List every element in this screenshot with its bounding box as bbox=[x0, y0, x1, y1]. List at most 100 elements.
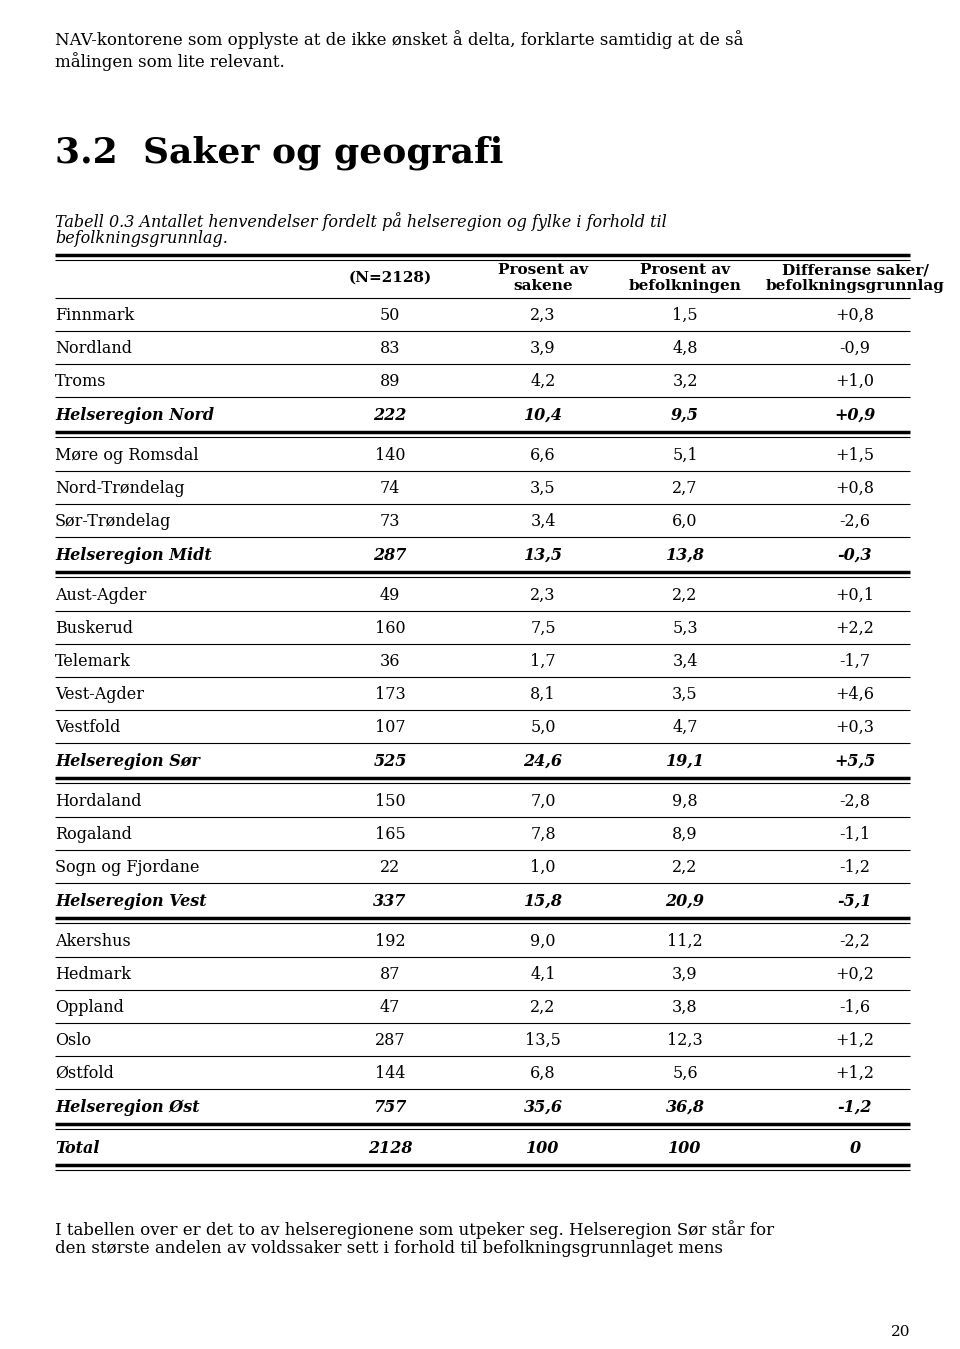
Text: 5,3: 5,3 bbox=[672, 621, 698, 637]
Text: Telemark: Telemark bbox=[55, 653, 131, 670]
Text: 20,9: 20,9 bbox=[665, 893, 705, 909]
Text: 11,2: 11,2 bbox=[667, 934, 703, 950]
Text: 15,8: 15,8 bbox=[523, 893, 563, 909]
Text: Finnmark: Finnmark bbox=[55, 308, 134, 324]
Text: 4,1: 4,1 bbox=[530, 966, 556, 983]
Text: sakene: sakene bbox=[514, 279, 573, 293]
Text: 2,2: 2,2 bbox=[672, 859, 698, 877]
Text: (N=2128): (N=2128) bbox=[348, 271, 432, 285]
Text: 3,2: 3,2 bbox=[672, 374, 698, 390]
Text: 2,3: 2,3 bbox=[530, 308, 556, 324]
Text: 9,0: 9,0 bbox=[530, 934, 556, 950]
Text: Hordaland: Hordaland bbox=[55, 793, 141, 811]
Text: 173: 173 bbox=[374, 687, 405, 703]
Text: 50: 50 bbox=[380, 308, 400, 324]
Text: 36: 36 bbox=[380, 653, 400, 670]
Text: +1,5: +1,5 bbox=[835, 448, 875, 464]
Text: -1,6: -1,6 bbox=[839, 1000, 871, 1016]
Text: Sør-Trøndelag: Sør-Trøndelag bbox=[55, 513, 172, 530]
Text: befolkningen: befolkningen bbox=[629, 279, 741, 293]
Text: 3,5: 3,5 bbox=[672, 687, 698, 703]
Text: Troms: Troms bbox=[55, 374, 107, 390]
Text: 757: 757 bbox=[373, 1099, 407, 1116]
Text: -1,2: -1,2 bbox=[839, 859, 871, 877]
Text: +2,2: +2,2 bbox=[835, 621, 875, 637]
Text: 222: 222 bbox=[373, 407, 407, 424]
Text: Prosent av: Prosent av bbox=[498, 263, 588, 277]
Text: 9,5: 9,5 bbox=[671, 407, 699, 424]
Text: 0: 0 bbox=[850, 1140, 860, 1157]
Text: 8,9: 8,9 bbox=[672, 826, 698, 843]
Text: 287: 287 bbox=[374, 1032, 405, 1050]
Text: Helseregion Vest: Helseregion Vest bbox=[55, 893, 206, 909]
Text: 337: 337 bbox=[373, 893, 407, 909]
Text: 6,0: 6,0 bbox=[672, 513, 698, 530]
Text: 4,7: 4,7 bbox=[672, 719, 698, 737]
Text: Total: Total bbox=[55, 1140, 100, 1157]
Text: Helseregion Nord: Helseregion Nord bbox=[55, 407, 214, 424]
Text: 100: 100 bbox=[526, 1140, 560, 1157]
Text: 150: 150 bbox=[374, 793, 405, 811]
Text: 2,3: 2,3 bbox=[530, 587, 556, 604]
Text: 22: 22 bbox=[380, 859, 400, 877]
Text: 287: 287 bbox=[373, 546, 407, 564]
Text: 5,1: 5,1 bbox=[672, 448, 698, 464]
Text: +0,1: +0,1 bbox=[835, 587, 875, 604]
Text: Akershus: Akershus bbox=[55, 934, 131, 950]
Text: 49: 49 bbox=[380, 587, 400, 604]
Text: 1,5: 1,5 bbox=[672, 308, 698, 324]
Text: 2,2: 2,2 bbox=[672, 587, 698, 604]
Text: 3,5: 3,5 bbox=[530, 480, 556, 498]
Text: 13,5: 13,5 bbox=[523, 546, 563, 564]
Text: 2128: 2128 bbox=[368, 1140, 412, 1157]
Text: 4,2: 4,2 bbox=[530, 374, 556, 390]
Text: 9,8: 9,8 bbox=[672, 793, 698, 811]
Text: Vest-Agder: Vest-Agder bbox=[55, 687, 144, 703]
Text: 73: 73 bbox=[380, 513, 400, 530]
Text: 20: 20 bbox=[891, 1325, 910, 1340]
Text: 165: 165 bbox=[374, 826, 405, 843]
Text: 100: 100 bbox=[668, 1140, 702, 1157]
Text: Oppland: Oppland bbox=[55, 1000, 124, 1016]
Text: 192: 192 bbox=[374, 934, 405, 950]
Text: 160: 160 bbox=[374, 621, 405, 637]
Text: 3,9: 3,9 bbox=[672, 966, 698, 983]
Text: 7,8: 7,8 bbox=[530, 826, 556, 843]
Text: Helseregion Øst: Helseregion Øst bbox=[55, 1099, 200, 1116]
Text: -0,9: -0,9 bbox=[839, 340, 871, 357]
Text: -2,8: -2,8 bbox=[839, 793, 871, 811]
Text: -1,1: -1,1 bbox=[839, 826, 871, 843]
Text: 35,6: 35,6 bbox=[523, 1099, 563, 1116]
Text: +1,2: +1,2 bbox=[835, 1066, 875, 1082]
Text: 83: 83 bbox=[380, 340, 400, 357]
Text: Hedmark: Hedmark bbox=[55, 966, 131, 983]
Text: 87: 87 bbox=[380, 966, 400, 983]
Text: 140: 140 bbox=[374, 448, 405, 464]
Text: Østfold: Østfold bbox=[55, 1066, 114, 1082]
Text: Møre og Romsdal: Møre og Romsdal bbox=[55, 448, 199, 464]
Text: 74: 74 bbox=[380, 480, 400, 498]
Text: Differanse saker/: Differanse saker/ bbox=[781, 263, 928, 277]
Text: Oslo: Oslo bbox=[55, 1032, 91, 1050]
Text: -0,3: -0,3 bbox=[838, 546, 873, 564]
Text: +5,5: +5,5 bbox=[834, 753, 876, 770]
Text: 5,0: 5,0 bbox=[530, 719, 556, 737]
Text: befolkningsgrunnlag.: befolkningsgrunnlag. bbox=[55, 229, 228, 247]
Text: +1,2: +1,2 bbox=[835, 1032, 875, 1050]
Text: 1,0: 1,0 bbox=[530, 859, 556, 877]
Text: +4,6: +4,6 bbox=[835, 687, 875, 703]
Text: +0,3: +0,3 bbox=[835, 719, 875, 737]
Text: 4,8: 4,8 bbox=[672, 340, 698, 357]
Text: +0,8: +0,8 bbox=[835, 480, 875, 498]
Text: Vestfold: Vestfold bbox=[55, 719, 120, 737]
Text: 6,6: 6,6 bbox=[530, 448, 556, 464]
Text: Buskerud: Buskerud bbox=[55, 621, 133, 637]
Text: -2,2: -2,2 bbox=[840, 934, 871, 950]
Text: Tabell 0.3 Antallet henvendelser fordelt på helseregion og fylke i forhold til: Tabell 0.3 Antallet henvendelser fordelt… bbox=[55, 212, 667, 231]
Text: 3,8: 3,8 bbox=[672, 1000, 698, 1016]
Text: befolkningsgrunnlag: befolkningsgrunnlag bbox=[765, 279, 945, 293]
Text: 3,4: 3,4 bbox=[530, 513, 556, 530]
Text: 47: 47 bbox=[380, 1000, 400, 1016]
Text: +1,0: +1,0 bbox=[835, 374, 875, 390]
Text: 3.2  Saker og geografi: 3.2 Saker og geografi bbox=[55, 135, 503, 170]
